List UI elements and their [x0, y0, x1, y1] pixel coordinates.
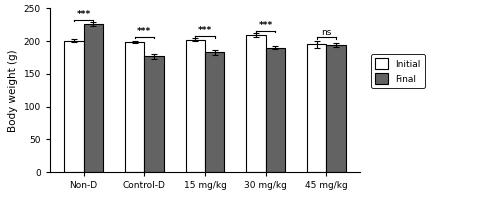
Bar: [205, 52, 225, 172]
Text: ***: ***: [76, 10, 90, 19]
Bar: [186, 40, 205, 172]
Text: ***: ***: [258, 21, 273, 30]
Bar: [307, 45, 326, 172]
Bar: [326, 45, 346, 172]
Bar: [125, 42, 144, 172]
Bar: [266, 48, 285, 172]
Bar: [84, 24, 103, 172]
Legend: Initial, Final: Initial, Final: [370, 54, 425, 88]
Text: ns: ns: [322, 28, 332, 37]
Bar: [64, 41, 84, 172]
Text: ***: ***: [198, 26, 212, 35]
Bar: [144, 56, 164, 172]
Bar: [246, 35, 266, 172]
Text: ***: ***: [137, 27, 152, 36]
Y-axis label: Body weight (g): Body weight (g): [8, 49, 18, 132]
